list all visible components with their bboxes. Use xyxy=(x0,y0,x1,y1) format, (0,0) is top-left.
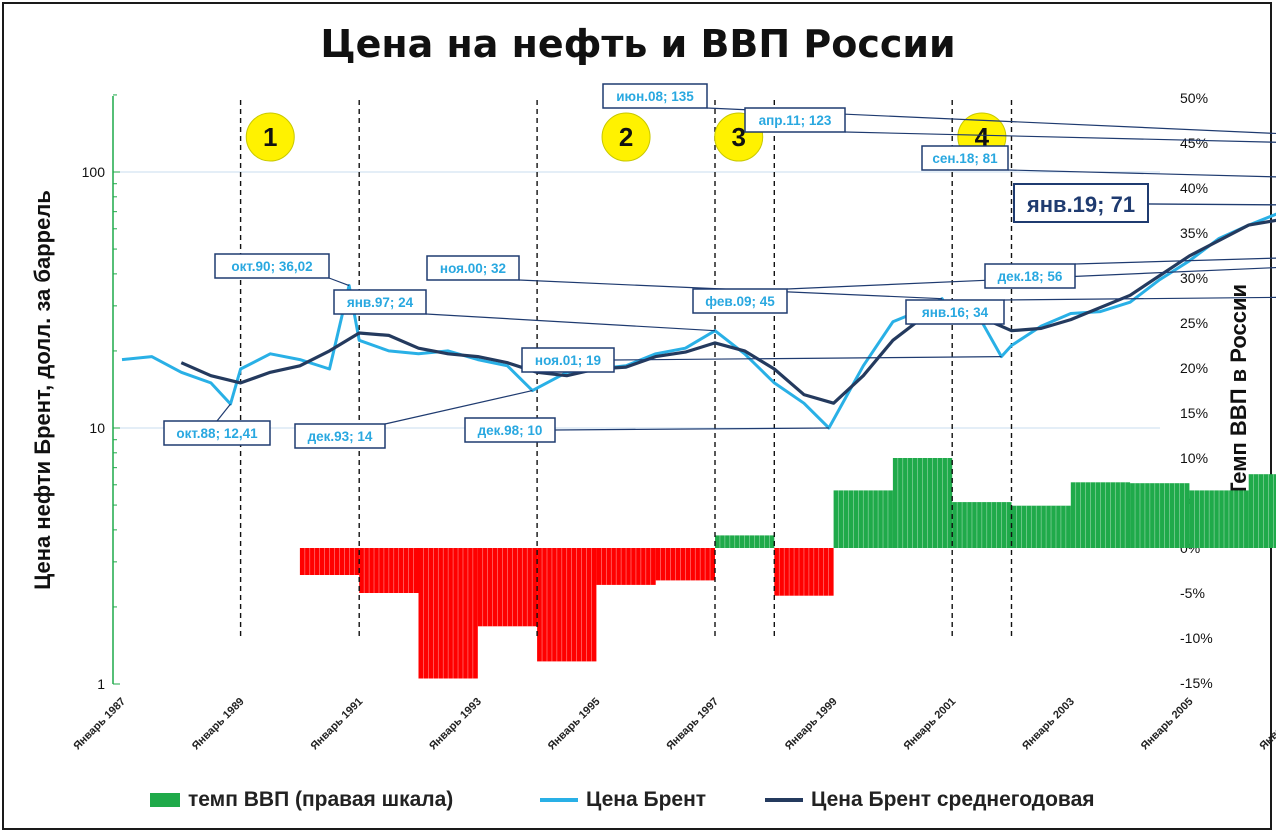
period-marker-circle xyxy=(245,112,295,162)
right-tick-label: 15% xyxy=(1180,405,1208,421)
right-tick-label: 30% xyxy=(1180,270,1208,286)
annotation-box xyxy=(294,423,386,449)
annotation-leader xyxy=(1074,257,1276,265)
annotation-leader xyxy=(613,356,1002,361)
legend-line-brent xyxy=(540,798,578,802)
annotation-leader xyxy=(844,131,1276,143)
gdp-bar xyxy=(1248,474,1276,548)
annotation-box xyxy=(602,83,708,109)
annotation-box xyxy=(464,417,556,443)
right-tick-label: -10% xyxy=(1180,630,1213,646)
annotation-box-last xyxy=(1013,183,1149,223)
x-tick-label: Январь 1993 xyxy=(427,696,484,753)
annotation-leader xyxy=(328,277,350,287)
annotation-label: сен.18; 81 xyxy=(932,151,998,166)
left-axis-title: Цена нефти Брент, долл. за баррель xyxy=(30,190,55,590)
annotation-leader xyxy=(425,313,716,332)
annotation-box xyxy=(163,420,271,446)
annotation-leader xyxy=(1003,296,1276,301)
annotation-label: окт.90; 36,02 xyxy=(231,259,312,274)
period-marker-label: 2 xyxy=(619,122,633,152)
annotation-box xyxy=(426,255,520,281)
legend-label-gdp: темп ВВП (правая шкала) xyxy=(188,788,454,811)
annotation-leader xyxy=(384,390,533,425)
annotation-box xyxy=(521,347,615,373)
x-tick-label: Январь 2005 xyxy=(1139,696,1196,753)
x-tick-label: Январь 2003 xyxy=(1020,696,1077,753)
annotation-leader xyxy=(1007,169,1276,178)
annotation-label: дек.18; 56 xyxy=(998,269,1063,284)
x-tick-label: Январь 1991 xyxy=(309,696,366,753)
annotation-leader xyxy=(786,266,1276,290)
annotation-leader-last xyxy=(1013,202,1276,206)
legend: темп ВВП (правая шкала) Цена Брент Цена … xyxy=(150,788,1150,818)
legend-item-gdp: темп ВВП (правая шкала) xyxy=(150,788,453,812)
legend-label-brent: Цена Брент xyxy=(586,788,707,811)
legend-line-brent-avg xyxy=(765,798,803,802)
annotation-leader xyxy=(216,403,231,422)
legend-swatch-gdp xyxy=(150,793,180,807)
x-tick-label: Январь 1999 xyxy=(783,696,840,753)
annotation-leader xyxy=(554,427,829,431)
legend-item-brent: Цена Брент xyxy=(540,788,706,812)
annotation-label: апр.11; 123 xyxy=(759,113,832,128)
left-tick-label: 100 xyxy=(82,164,106,180)
annotation-label: янв.16; 34 xyxy=(922,305,989,320)
annotation-box xyxy=(984,263,1076,289)
annotation-box xyxy=(744,107,846,133)
annotation-label: янв.97; 24 xyxy=(347,295,414,310)
annotation-label: дек.98; 10 xyxy=(478,423,543,438)
annotation-label: дек.93; 14 xyxy=(308,429,373,444)
x-tick-label: Январь 1987 xyxy=(71,696,128,753)
annotation-box xyxy=(692,288,788,314)
annotation-label: фев.09; 45 xyxy=(705,294,775,309)
brent-price-line xyxy=(121,212,1276,430)
annotation-box xyxy=(214,253,330,279)
right-tick-label: 10% xyxy=(1180,450,1208,466)
x-tick-label: Январь 2001 xyxy=(902,696,959,753)
chart-title: Цена на нефть и ВВП России xyxy=(320,22,956,66)
period-marker-circle xyxy=(601,112,651,162)
period-marker-label: 1 xyxy=(263,122,277,152)
right-tick-label: 50% xyxy=(1180,90,1208,106)
x-tick-label: Январь 1997 xyxy=(664,696,721,753)
period-marker-label: 4 xyxy=(975,122,990,152)
legend-label-brent-avg: Цена Брент среднегодовая xyxy=(811,788,1095,811)
legend-item-brent-avg: Цена Брент среднегодовая xyxy=(765,788,1095,812)
right-tick-label: -5% xyxy=(1180,585,1205,601)
right-axis-title: Темп ВВП в России xyxy=(1226,284,1251,496)
x-tick-label: Январь 1989 xyxy=(190,696,247,753)
annotation-label: окт.88; 12,41 xyxy=(176,426,258,441)
right-tick-label: 35% xyxy=(1180,225,1208,241)
right-tick-label: 20% xyxy=(1180,360,1208,376)
right-tick-label: 40% xyxy=(1180,180,1208,196)
period-marker-label: 3 xyxy=(731,122,745,152)
annotation-box xyxy=(905,299,1005,325)
left-tick-label: 1 xyxy=(97,676,105,692)
x-tick-label: Январь 1995 xyxy=(546,696,603,753)
annotation-label: июн.08; 135 xyxy=(616,89,694,104)
right-tick-label: 45% xyxy=(1180,135,1208,151)
right-tick-label: 25% xyxy=(1180,315,1208,331)
annotation-label-last: янв.19; 71 xyxy=(1026,192,1135,217)
annotation-box xyxy=(921,145,1009,171)
annotation-label: ноя.01; 19 xyxy=(535,353,601,368)
annotation-box xyxy=(333,289,427,315)
right-tick-label: -15% xyxy=(1180,675,1213,691)
left-tick-label: 10 xyxy=(89,420,105,436)
x-tick-label: Январь 2007 xyxy=(1257,696,1276,753)
annotation-label: ноя.00; 32 xyxy=(440,261,506,276)
